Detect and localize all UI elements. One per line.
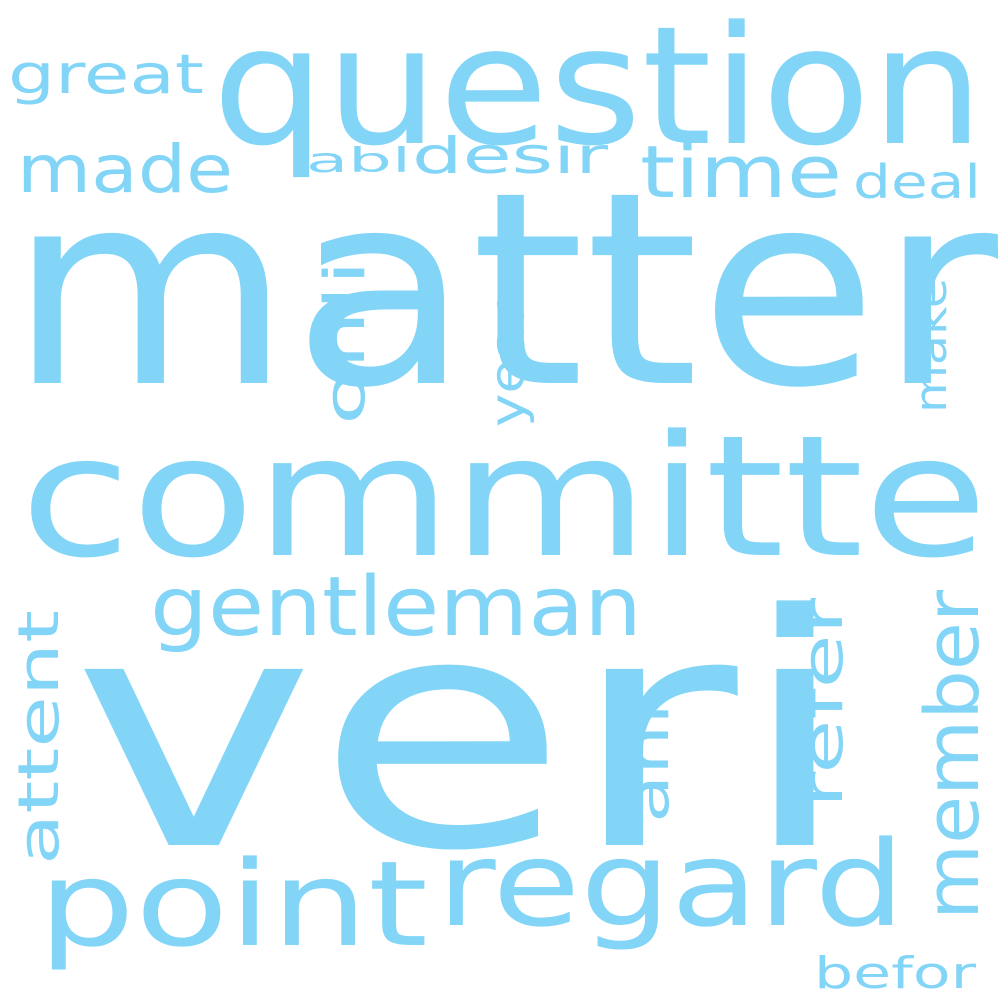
word-ani: ani — [617, 703, 682, 823]
word-desir: desir — [412, 127, 609, 185]
word-regard: regard — [437, 815, 905, 953]
word-refer: refer — [791, 596, 856, 808]
word-year: year — [480, 301, 536, 427]
word-attent: attent — [7, 610, 72, 865]
word-question: question — [212, 0, 984, 182]
word-time: time — [640, 130, 842, 214]
word-made: made — [17, 131, 233, 208]
word-deal: deal — [853, 155, 981, 209]
word-gentleman: gentleman — [150, 560, 642, 655]
word-matter: matter — [8, 135, 1000, 447]
word-great: great — [8, 43, 204, 106]
word-veri: veri — [72, 546, 852, 921]
word-onli: onli — [313, 260, 378, 425]
word-committe: committe — [20, 399, 988, 595]
word-point: point — [38, 835, 428, 973]
word-befor: befor — [814, 948, 977, 999]
word-abl: abl — [306, 141, 411, 181]
word-make: make — [906, 278, 957, 413]
word-member: member — [910, 589, 996, 920]
